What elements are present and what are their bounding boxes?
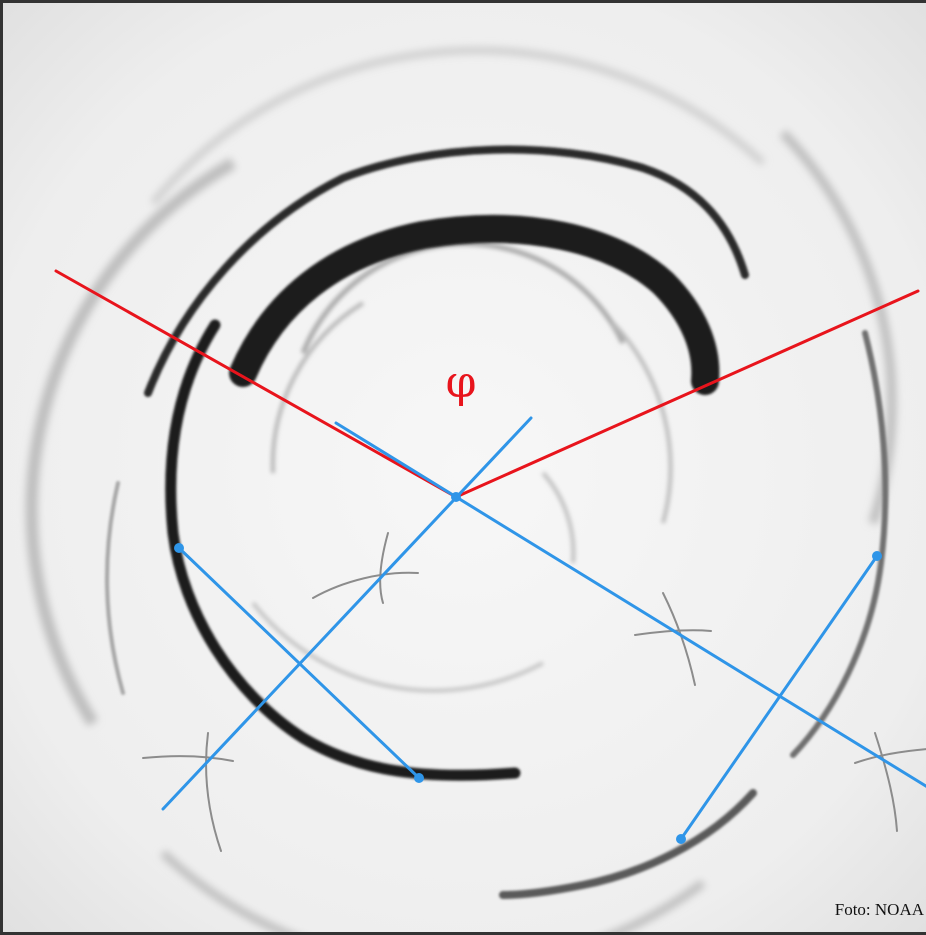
pencil-mark-2-arc-a [142,755,234,762]
pencil-mark-4-arc-b [874,732,898,832]
left-outer-arc [105,481,125,695]
pencil-mark-1-arc-a [312,571,419,599]
pencil-mark-3-arc-b [662,592,696,686]
angle-lines [54,269,920,499]
bisector-right [334,421,926,788]
point-chord-left-end [414,773,424,783]
angle-line-left [54,269,458,499]
construction-lines [161,416,926,841]
point-chord-right-start [872,551,882,561]
photo-credit: Foto: NOAA [834,900,924,919]
bisector-left [161,416,533,811]
construction-points [174,492,882,844]
right-arc [790,330,889,758]
bottom-right-arc [499,789,757,899]
point-chord-left-start [174,543,184,553]
dark-rings [105,145,889,899]
inner-ring-3 [541,471,576,564]
inner-ring-5 [251,601,544,693]
faint-ring-outer-left [25,157,236,727]
inner-ring-2 [270,301,365,474]
pencil-marks [142,532,926,852]
faint-rings [25,46,897,932]
angle-label: φ [446,357,477,408]
faint-ring-top [150,46,766,206]
pencil-mark-1-arc-b [379,532,389,604]
point-chord-right-end [676,834,686,844]
pencil-mark-4-arc-a [854,748,926,764]
diagram-canvas: φ [3,3,926,932]
spiral-left-arc [165,319,521,781]
chord-right [679,554,879,841]
angle-line-right [454,289,920,499]
pencil-mark-2-arc-b [205,732,222,852]
inner-ring-4 [611,321,673,524]
faint-ring-outer-bottom [160,850,706,932]
point-center [451,492,461,502]
outer-arc-top [144,145,749,397]
thick-arc [229,214,720,395]
